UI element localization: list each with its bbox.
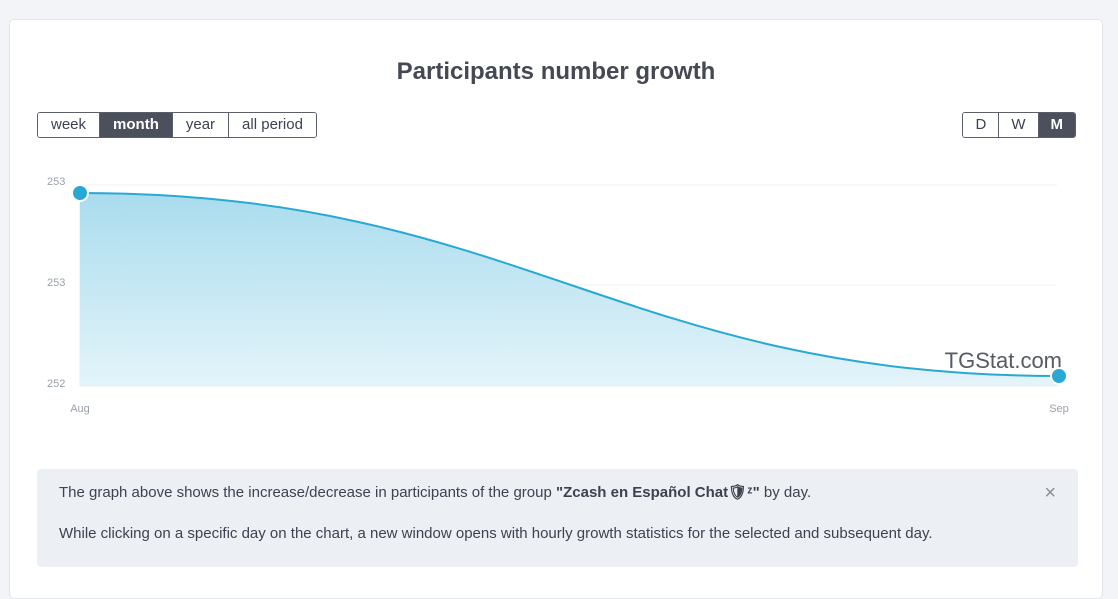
scale-day-button[interactable]: D	[963, 113, 1000, 137]
info-line-1: The graph above shows the increase/decre…	[59, 483, 1056, 503]
chart-card: Participants number growth week month ye…	[9, 19, 1103, 599]
period-all-button[interactable]: all period	[229, 113, 316, 137]
scale-month-button[interactable]: M	[1038, 113, 1075, 137]
period-selector: week month year all period	[37, 112, 317, 138]
growth-chart[interactable]: 253 253 252 Aug Sep TGStat.com	[10, 160, 1104, 450]
close-icon[interactable]: ×	[1044, 482, 1056, 504]
y-tick-label-bottom: 252	[47, 378, 65, 390]
info-line-1-suffix: by day.	[759, 484, 812, 501]
period-month-button[interactable]: month	[100, 113, 173, 137]
x-tick-label-aug: Aug	[70, 403, 90, 415]
area-fill	[80, 193, 1059, 386]
info-line-2: While clicking on a specific day on the …	[59, 525, 933, 542]
y-tick-label-top: 253	[47, 176, 65, 188]
watermark: TGStat.com	[945, 348, 1062, 373]
data-point-sep[interactable]	[1050, 367, 1068, 385]
scale-week-button[interactable]: W	[999, 113, 1039, 137]
info-line-1-prefix: The graph above shows the increase/decre…	[59, 484, 556, 501]
series-line	[79, 192, 1060, 377]
scale-selector: D W M	[962, 112, 1076, 138]
page-title: Participants number growth	[396, 58, 716, 85]
info-box: The graph above shows the increase/decre…	[37, 469, 1078, 567]
group-name: "Zcash en Español Chat🛡ᶻ"	[555, 484, 760, 501]
data-point-aug[interactable]	[71, 184, 89, 202]
period-year-button[interactable]: year	[172, 113, 230, 137]
y-tick-label-mid: 253	[47, 277, 65, 289]
x-tick-label-sep: Sep	[1049, 403, 1069, 415]
period-week-button[interactable]: week	[38, 113, 101, 137]
